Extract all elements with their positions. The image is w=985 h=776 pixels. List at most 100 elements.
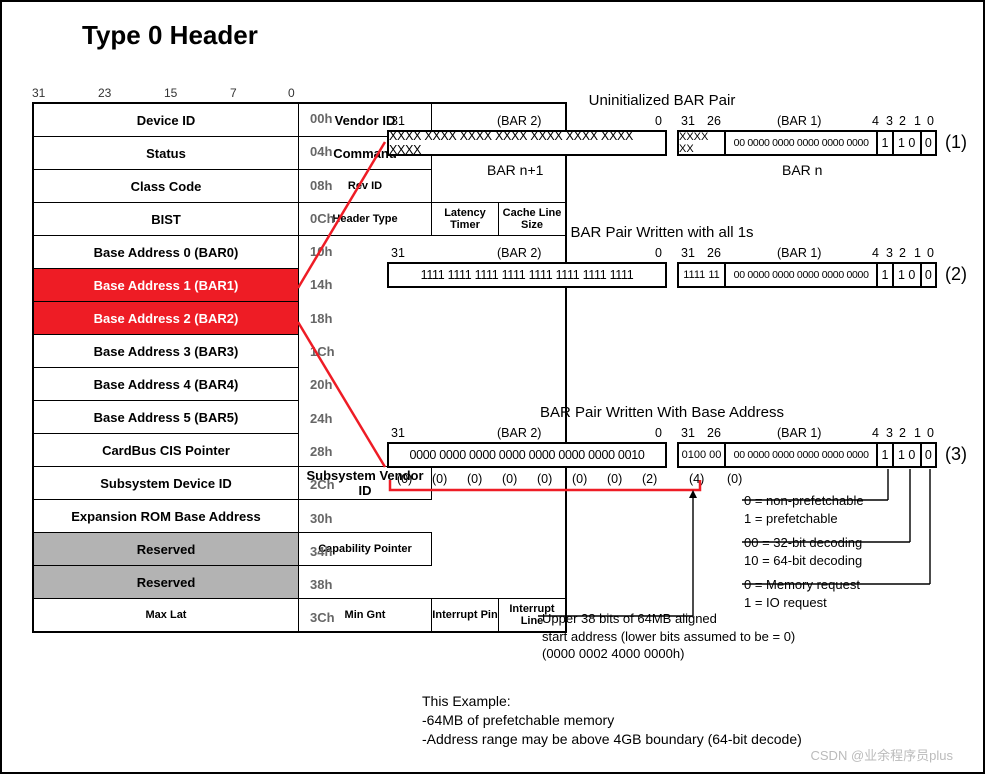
- legend-prefetch: 0 = non-prefetchable 1 = prefetchable: [744, 492, 864, 527]
- header-cell: Device ID: [33, 103, 299, 137]
- bit-label: 4: [872, 246, 879, 260]
- legend-decode: 00 = 32-bit decoding 10 = 64-bit decodin…: [744, 534, 862, 569]
- offset-label: 1Ch: [310, 335, 335, 368]
- offset-label: 3Ch: [310, 601, 335, 634]
- section-title: BAR Pair Written with all 1s: [387, 224, 937, 241]
- header-cell: Base Address 1 (BAR1): [33, 269, 299, 302]
- bar2-label: (BAR 2): [497, 114, 541, 128]
- header-cell: Base Address 4 (BAR4): [33, 368, 299, 401]
- row-number: (3): [945, 444, 967, 465]
- bit-label: 2: [899, 426, 906, 440]
- bit-31: 31: [32, 86, 45, 100]
- bar2-label: (BAR 2): [497, 426, 541, 440]
- offset-label: 0Ch: [310, 202, 335, 235]
- legend-space: 0 = Memory request 1 = IO request: [744, 576, 860, 611]
- header-cell: Subsystem Device ID: [33, 467, 299, 500]
- row-number: (1): [945, 132, 967, 153]
- hex-nibble: (0): [397, 472, 412, 486]
- header-cell: Reserved: [33, 566, 299, 599]
- bit-label: 3: [886, 246, 893, 260]
- offset-label: 14h: [310, 268, 335, 301]
- bit-label: 0: [655, 426, 662, 440]
- bit-label: 31: [391, 246, 405, 260]
- bit-label: 31: [681, 246, 695, 260]
- bit-label: 1: [914, 426, 921, 440]
- hex-nibble: (0): [537, 472, 552, 486]
- upper-bits-note: Upper 38 bits of 64MB aligned start addr…: [542, 610, 795, 663]
- offset-label: 28h: [310, 435, 335, 468]
- header-table: Device IDVendor IDStatusCommandClass Cod…: [32, 102, 567, 633]
- page-title: Type 0 Header: [82, 20, 258, 51]
- bit-label: 0: [655, 114, 662, 128]
- bar-n1-label: BAR n+1: [487, 162, 543, 178]
- hex-nibble: (0): [467, 472, 482, 486]
- bit-label: 2: [899, 114, 906, 128]
- bit-label: 3: [886, 114, 893, 128]
- hex-nibble: (0): [572, 472, 587, 486]
- bit-15: 15: [164, 86, 177, 100]
- offset-column: 00h04h08h0Ch10h14h18h1Ch20h24h28h2Ch30h3…: [310, 102, 335, 635]
- bit-label: 26: [707, 426, 721, 440]
- bit-label: 31: [391, 114, 405, 128]
- bit-label: 4: [872, 114, 879, 128]
- bit-label: 0: [927, 246, 934, 260]
- offset-label: 18h: [310, 302, 335, 335]
- header-cell: Base Address 3 (BAR3): [33, 335, 299, 368]
- bit-label: 31: [681, 426, 695, 440]
- header-cell: BIST: [33, 203, 299, 236]
- offset-label: 08h: [310, 169, 335, 202]
- offset-label: 00h: [310, 102, 335, 135]
- bit-label: 31: [681, 114, 695, 128]
- bar1-label: (BAR 1): [777, 114, 821, 128]
- row-number: (2): [945, 264, 967, 285]
- bit-label: 26: [707, 246, 721, 260]
- offset-label: 30h: [310, 502, 335, 535]
- hex-nibble: (0): [432, 472, 447, 486]
- bit-label: 4: [872, 426, 879, 440]
- bar-n-label: BAR n: [782, 162, 822, 178]
- bit-label: 1: [914, 114, 921, 128]
- offset-label: 20h: [310, 368, 335, 401]
- bit-23: 23: [98, 86, 111, 100]
- bar2-value: XXXX XXXX XXXX XXXX XXXX XXXX XXXX XXXX: [387, 130, 667, 156]
- bar1-value: XXXX XX 00 0000 0000 0000 0000 0000 1 1 …: [677, 130, 937, 156]
- header-cell: Class Code: [33, 170, 299, 203]
- bar1-value: 0100 00 00 0000 0000 0000 0000 0000 1 1 …: [677, 442, 937, 468]
- offset-label: 38h: [310, 568, 335, 601]
- offset-label: 34h: [310, 535, 335, 568]
- offset-label: 2Ch: [310, 468, 335, 501]
- bit-7: 7: [230, 86, 237, 100]
- section-title: Uninitialized BAR Pair: [387, 92, 937, 109]
- bit-label: 0: [927, 426, 934, 440]
- bar2-value: 0000 0000 0000 0000 0000 0000 0000 0010: [387, 442, 667, 468]
- bit-label: 3: [886, 426, 893, 440]
- header-cell: Reserved: [33, 533, 299, 566]
- bar1-value: 1111 11 00 0000 0000 0000 0000 0000 1 1 …: [677, 262, 937, 288]
- header-cell: Expansion ROM Base Address: [33, 500, 299, 533]
- header-cell: CardBus CIS Pointer: [33, 434, 299, 467]
- offset-label: 24h: [310, 402, 335, 435]
- bar1-label: (BAR 1): [777, 246, 821, 260]
- header-cell: Base Address 2 (BAR2): [33, 302, 299, 335]
- bit-label: 2: [899, 246, 906, 260]
- hex-nibble: (0): [727, 472, 742, 486]
- hex-nibble: (0): [607, 472, 622, 486]
- bit-label: 26: [707, 114, 721, 128]
- hex-nibble: (4): [689, 472, 704, 486]
- header-cell: Base Address 0 (BAR0): [33, 236, 299, 269]
- offset-label: 04h: [310, 135, 335, 168]
- bit-label: 0: [927, 114, 934, 128]
- header-cell: Base Address 5 (BAR5): [33, 401, 299, 434]
- hex-nibble: (2): [642, 472, 657, 486]
- section-title: BAR Pair Written With Base Address: [387, 404, 937, 421]
- bit-0: 0: [288, 86, 295, 100]
- bar2-value: 1111 1111 1111 1111 1111 1111 1111 1111: [387, 262, 667, 288]
- bit-label: 31: [391, 426, 405, 440]
- hex-nibble: (0): [502, 472, 517, 486]
- page: Type 0 Header 31 23 15 7 0 Device IDVend…: [0, 0, 985, 774]
- watermark: CSDN @业余程序员plus: [811, 745, 954, 764]
- bit-label: 0: [655, 246, 662, 260]
- header-cell: Status: [33, 137, 299, 170]
- header-cell: Max Lat: [33, 599, 299, 633]
- bit-label: 1: [914, 246, 921, 260]
